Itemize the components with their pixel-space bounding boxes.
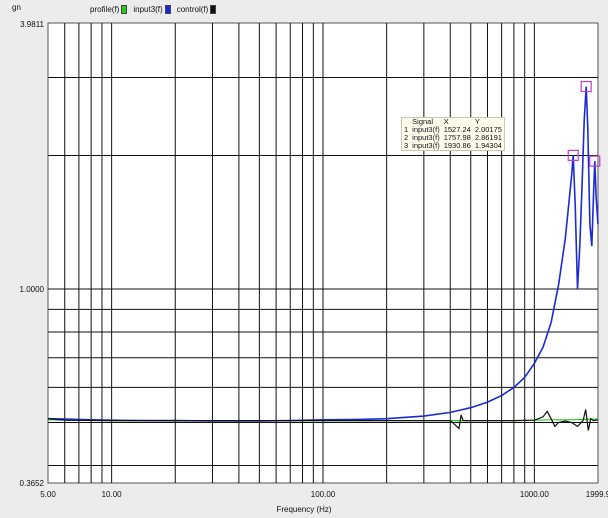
cursor-row: 1 input3(f) 1527.24 2.00175 [402, 126, 505, 134]
x-tick-label: 100.00 [311, 490, 336, 499]
x-tick-label: 1999.9 [586, 490, 608, 499]
legend-item-profile: profile(f) [90, 5, 128, 14]
legend-swatch-profile [121, 5, 128, 14]
cursor-header-x: X [443, 117, 449, 126]
x-tick-label: 10.00 [102, 490, 123, 499]
cursor-readout-table: Signal X Y 1 input3(f) 1527.24 2.00175 2… [401, 117, 505, 151]
cursor-marker [589, 155, 601, 167]
y-tick-label: 0.3652 [20, 479, 45, 488]
x-axis-title: Frequency (Hz) [276, 505, 332, 514]
legend-item-control: control(f) [177, 5, 217, 14]
y-axis-title: gn [12, 3, 21, 12]
cursor-index: 2 [404, 133, 409, 142]
cursor-x: 1930.86 [443, 141, 471, 150]
cursor-y: 2.86191 [474, 133, 502, 142]
cursor-signal: input3(f) [412, 141, 440, 150]
cursor-x: 1527.24 [443, 125, 471, 134]
cursor-signal: input3(f) [412, 125, 440, 134]
y-tick-label: 3.9811 [20, 20, 44, 29]
cursor-row: 3 input3(f) 1930.86 1.94304 [402, 142, 505, 151]
grid-lines [48, 23, 598, 483]
series-line-controlf [47, 409, 599, 431]
legend-item-input3: input3(f) [133, 5, 171, 14]
cursor-marker [580, 80, 592, 93]
cursor-x: 1757.98 [443, 133, 471, 142]
legend-label-control: control(f) [176, 5, 209, 14]
cursor-marker [567, 149, 579, 161]
cursor-index: 1 [404, 125, 409, 134]
tick-labels: 5.00 10.00 100.00 1000.00 1999.9 0.3652 1.0000… [20, 20, 608, 499]
cursor-row: 2 input3(f) 1757.98 2.86191 [402, 134, 505, 142]
cursor-header-y: Y [474, 117, 480, 126]
cursor-y: 2.00175 [474, 125, 502, 134]
x-tick-label: 1000.00 [520, 490, 549, 499]
x-tick-label: 5.00 [40, 490, 56, 499]
legend-swatch-control [210, 5, 217, 14]
legend: profile(f) input3(f) control(f) [90, 5, 217, 14]
cursor-table-header: Signal X Y [402, 118, 505, 127]
cursor-index: 3 [404, 141, 409, 150]
y-tick-label: 1.0000 [20, 285, 45, 294]
cursor-markers [567, 80, 601, 167]
legend-label-input3: input3(f) [133, 5, 163, 14]
legend-label-profile: profile(f) [90, 5, 120, 14]
cursor-header-signal: Signal [412, 117, 434, 126]
cursor-y: 1.94304 [474, 141, 502, 150]
cursor-signal: input3(f) [412, 133, 440, 142]
legend-swatch-input3 [164, 5, 171, 14]
series-layer [47, 86, 599, 431]
